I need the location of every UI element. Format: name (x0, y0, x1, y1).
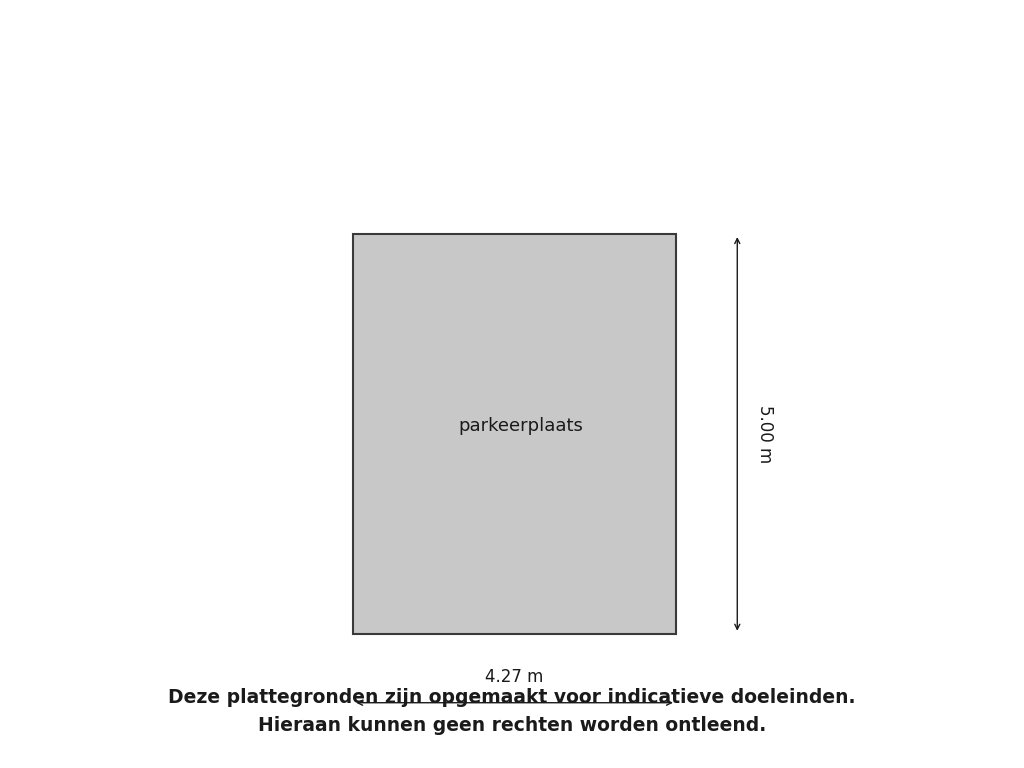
Text: 5.00 m: 5.00 m (756, 405, 774, 463)
Text: parkeerplaats: parkeerplaats (459, 417, 584, 435)
Bar (353, 234, 676, 634)
Text: Hieraan kunnen geen rechten worden ontleend.: Hieraan kunnen geen rechten worden ontle… (258, 717, 766, 735)
Text: Deze plattegronden zijn opgemaakt voor indicatieve doeleinden.: Deze plattegronden zijn opgemaakt voor i… (168, 688, 856, 707)
Text: 4.27 m: 4.27 m (485, 668, 544, 686)
